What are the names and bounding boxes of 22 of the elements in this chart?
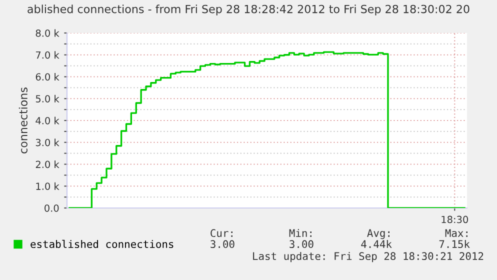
y-tick-label: 3.0 k (36, 138, 60, 146)
legend-label: established connections (30, 240, 174, 248)
text: 3.00 (210, 240, 234, 248)
y-tick-label: 1.0 k (36, 182, 60, 190)
y-tick-label: 5.0 k (36, 94, 60, 102)
y-tick-label: 8.0 k (36, 29, 60, 37)
y-tick-label: 4.0 k (36, 116, 60, 124)
y-axis-title: connections (18, 88, 28, 154)
text: 7.15k (439, 240, 470, 248)
text: Avg: (367, 229, 390, 240)
text: Cur: (210, 229, 232, 238)
y-tick-label: 6.0 k (36, 73, 60, 81)
y-tick-label: 0.0 (44, 204, 59, 212)
text: Max: (445, 229, 468, 238)
y-tick-label: 7.0 k (36, 51, 60, 59)
y-tick-label: 2.0 k (36, 160, 60, 168)
text: Last update: Fri Sep 28 18:30:21 2012 (253, 252, 484, 262)
text: 3.00 (290, 240, 314, 248)
x-tick-label: 18:30 (442, 216, 468, 224)
text: Min: (289, 228, 312, 237)
text: 4.44k (361, 240, 392, 248)
chart-title: ablished connections - from Fri Sep 28 18:28:42 2012 to Fri Sep 28 18:30:02 20 (28, 4, 470, 16)
